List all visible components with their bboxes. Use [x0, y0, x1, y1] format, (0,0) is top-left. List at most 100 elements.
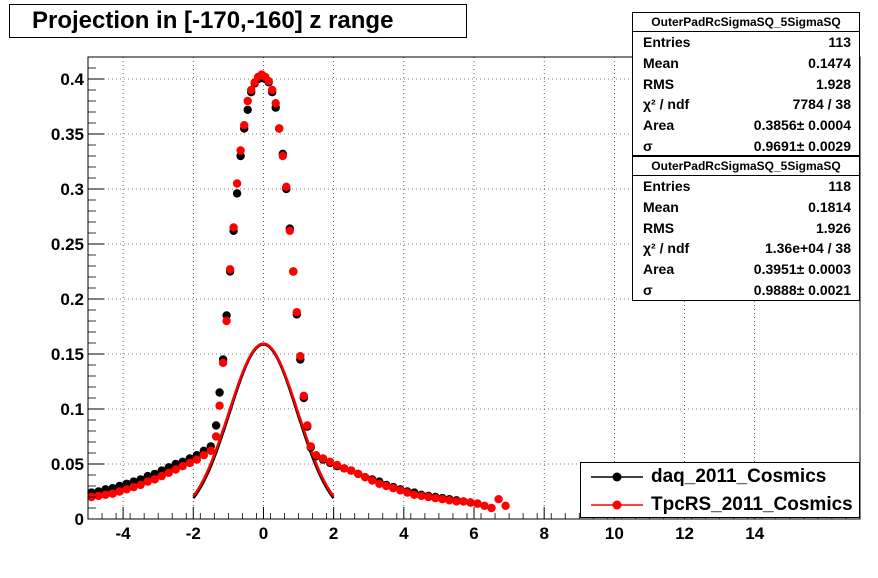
data-point-TpcRS_2011_Cosmics — [501, 501, 510, 510]
data-point-TpcRS_2011_Cosmics — [389, 484, 398, 493]
data-point-TpcRS_2011_Cosmics — [192, 455, 201, 464]
data-point-TpcRS_2011_Cosmics — [199, 451, 208, 460]
data-point-TpcRS_2011_Cosmics — [229, 223, 238, 232]
data-point-daq_2011_Cosmics — [243, 105, 252, 115]
x-tick-label: 6 — [469, 524, 478, 543]
data-point-TpcRS_2011_Cosmics — [136, 480, 145, 490]
legend-entry-daq: daq_2011_Cosmics — [581, 463, 859, 491]
data-point-TpcRS_2011_Cosmics — [232, 179, 242, 188]
data-point-TpcRS_2011_Cosmics — [299, 391, 308, 400]
data-point-TpcRS_2011_Cosmics — [211, 432, 221, 441]
data-point-TpcRS_2011_Cosmics — [101, 490, 110, 499]
legend-marker-daq-icon — [591, 472, 643, 482]
data-point-TpcRS_2011_Cosmics — [218, 358, 228, 367]
data-point-TpcRS_2011_Cosmics — [178, 462, 187, 471]
stats-box-daq: OuterPadRcSigmaSQ_5SigmaSQ Entries 113 Me… — [632, 12, 860, 156]
data-point-TpcRS_2011_Cosmics — [271, 99, 280, 108]
data-point-TpcRS_2011_Cosmics — [289, 267, 298, 276]
y-tick-label: 0 — [75, 510, 84, 529]
axes: -4 -2 0 2 4 6 8 10 12 14 0 0.05 0.1 0.15 0.2 0.25 0.3 0.3… — [51, 56, 861, 543]
data-point-TpcRS_2011_Cosmics — [240, 121, 249, 130]
data-point-TpcRS_2011_Cosmics — [303, 421, 312, 430]
data-point-TpcRS_2011_Cosmics — [164, 468, 173, 477]
data-point-TpcRS_2011_Cosmics — [306, 442, 315, 451]
stats-row-mean: Mean 0.1814 — [643, 199, 851, 216]
stats-row-area: Area 0.3951± 0.0003 — [643, 261, 851, 278]
data-point-TpcRS_2011_Cosmics — [311, 451, 321, 460]
data-point-TpcRS_2011_Cosmics — [275, 124, 284, 133]
data-point-TpcRS_2011_Cosmics — [368, 476, 377, 485]
data-point-TpcRS_2011_Cosmics — [94, 491, 103, 501]
data-point-TpcRS_2011_Cosmics — [171, 465, 180, 474]
data-point-TpcRS_2011_Cosmics — [459, 497, 468, 506]
data-point-TpcRS_2011_Cosmics — [452, 497, 461, 506]
stats-box-title: OuterPadRcSigmaSQ_5SigmaSQ — [633, 157, 859, 176]
data-point-TpcRS_2011_Cosmics — [143, 477, 152, 486]
data-point-TpcRS_2011_Cosmics — [424, 492, 433, 502]
data-point-TpcRS_2011_Cosmics — [157, 471, 166, 481]
stats-row-sigma: σ 0.9888± 0.0021 — [643, 281, 851, 298]
stats-row-chi2: χ² / ndf 1.36e+04 / 38 — [643, 240, 851, 257]
data-point-TpcRS_2011_Cosmics — [361, 473, 370, 482]
data-point-TpcRS_2011_Cosmics — [347, 466, 356, 475]
data-point-TpcRS_2011_Cosmics — [236, 146, 245, 155]
y-tick-label: 0.35 — [51, 125, 84, 144]
x-tick-label: -4 — [116, 524, 132, 543]
y-tick-label: 0.15 — [51, 345, 84, 364]
data-point-TpcRS_2011_Cosmics — [445, 496, 454, 505]
legend: daq_2011_Cosmics TpcRS_2011_Cosmics — [580, 462, 860, 518]
data-point-TpcRS_2011_Cosmics — [410, 490, 419, 499]
data-point-daq_2011_Cosmics — [211, 421, 221, 430]
data-point-TpcRS_2011_Cosmics — [122, 485, 131, 494]
data-point-TpcRS_2011_Cosmics — [494, 495, 503, 504]
data-point-TpcRS_2011_Cosmics — [332, 460, 342, 470]
stats-box-tpcrs: OuterPadRcSigmaSQ_5SigmaSQ Entries 118 Me… — [632, 156, 860, 301]
fit-curves — [192, 342, 335, 499]
data-point-TpcRS_2011_Cosmics — [296, 352, 305, 361]
data-point-TpcRS_2011_Cosmics — [487, 503, 496, 513]
x-tick-label: -2 — [186, 524, 201, 543]
data-point-TpcRS_2011_Cosmics — [396, 486, 405, 495]
legend-label: TpcRS_2011_Cosmics — [651, 494, 853, 515]
data-point-TpcRS_2011_Cosmics — [417, 491, 426, 501]
legend-marker-tpcrs-icon — [591, 500, 643, 510]
x-tick-label: 2 — [329, 524, 338, 543]
data-point-TpcRS_2011_Cosmics — [243, 96, 252, 106]
data-point-TpcRS_2011_Cosmics — [129, 482, 138, 492]
data-points — [87, 70, 510, 513]
data-point-TpcRS_2011_Cosmics — [206, 446, 215, 455]
x-tick-label: 12 — [675, 524, 694, 543]
stats-row-area: Area 0.3856± 0.0004 — [643, 117, 851, 134]
data-point-TpcRS_2011_Cosmics — [431, 493, 440, 503]
y-tick-label: 0.1 — [60, 400, 84, 419]
data-point-TpcRS_2011_Cosmics — [340, 464, 349, 473]
data-point-TpcRS_2011_Cosmics — [115, 487, 124, 496]
y-tick-label: 0.25 — [51, 235, 84, 254]
data-point-TpcRS_2011_Cosmics — [264, 77, 273, 86]
data-point-TpcRS_2011_Cosmics — [278, 151, 287, 161]
data-point-TpcRS_2011_Cosmics — [215, 401, 224, 410]
stats-row-entries: Entries 113 — [643, 34, 851, 51]
y-tick-label: 0.3 — [60, 180, 84, 199]
data-point-TpcRS_2011_Cosmics — [247, 85, 256, 95]
data-point-daq_2011_Cosmics — [215, 388, 224, 397]
legend-label: daq_2011_Cosmics — [651, 466, 827, 487]
stats-row-sigma: σ 0.9691± 0.0029 — [643, 137, 851, 154]
data-point-TpcRS_2011_Cosmics — [403, 488, 412, 497]
x-tick-label: 4 — [399, 524, 409, 543]
y-tick-label: 0.05 — [51, 455, 84, 474]
data-point-TpcRS_2011_Cosmics — [108, 489, 117, 498]
y-tick-label: 0.4 — [60, 70, 84, 89]
x-tick-label: 8 — [539, 524, 548, 543]
chart-title: Projection in [-170,-160] z range — [9, 4, 467, 38]
data-point-TpcRS_2011_Cosmics — [354, 469, 363, 479]
data-point-TpcRS_2011_Cosmics — [268, 85, 277, 95]
x-tick-label: 0 — [259, 524, 268, 543]
data-point-TpcRS_2011_Cosmics — [292, 308, 301, 317]
data-point-TpcRS_2011_Cosmics — [325, 457, 335, 466]
data-point-TpcRS_2011_Cosmics — [318, 454, 328, 463]
x-tick-label: 14 — [745, 524, 764, 543]
data-point-TpcRS_2011_Cosmics — [282, 182, 291, 191]
stats-row-entries: Entries 118 — [643, 178, 851, 195]
data-point-TpcRS_2011_Cosmics — [382, 481, 391, 491]
